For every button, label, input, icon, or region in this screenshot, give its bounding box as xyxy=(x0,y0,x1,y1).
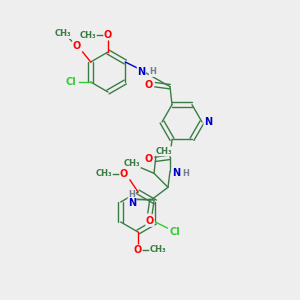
Text: N: N xyxy=(172,168,180,178)
Text: O: O xyxy=(145,80,153,90)
Text: N: N xyxy=(137,67,146,77)
Text: O: O xyxy=(104,30,112,40)
Text: CH₃: CH₃ xyxy=(96,169,112,178)
Text: CH₃: CH₃ xyxy=(80,31,96,40)
Text: N: N xyxy=(204,117,212,127)
Text: O: O xyxy=(120,169,128,179)
Text: O: O xyxy=(134,245,142,255)
Text: O: O xyxy=(146,216,154,226)
Text: O: O xyxy=(73,41,81,51)
Text: Cl: Cl xyxy=(170,227,181,237)
Text: CH₃: CH₃ xyxy=(54,29,71,38)
Text: Cl: Cl xyxy=(65,77,76,87)
Text: H: H xyxy=(182,169,189,178)
Text: CH₃: CH₃ xyxy=(124,159,140,168)
Text: H: H xyxy=(129,190,135,199)
Text: CH₃: CH₃ xyxy=(150,245,166,254)
Text: O: O xyxy=(145,154,153,164)
Text: N: N xyxy=(128,198,136,208)
Text: CH₃: CH₃ xyxy=(156,147,172,156)
Text: H: H xyxy=(149,68,156,76)
